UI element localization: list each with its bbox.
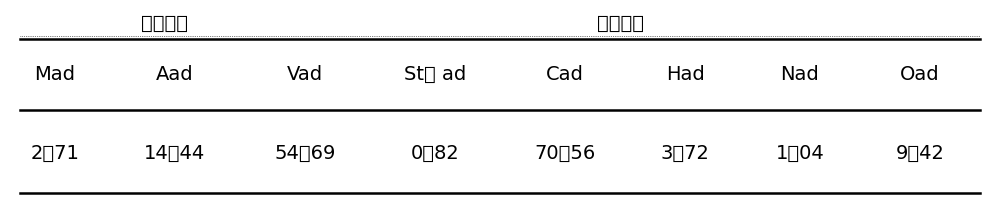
- Text: Had: Had: [666, 65, 704, 84]
- Text: Vad: Vad: [287, 65, 323, 84]
- Text: 1．04: 1．04: [776, 144, 824, 163]
- Text: 2．71: 2．71: [31, 144, 79, 163]
- Text: 0．82: 0．82: [411, 144, 459, 163]
- Text: 54．69: 54．69: [274, 144, 336, 163]
- Text: 3．72: 3．72: [661, 144, 709, 163]
- Text: Aad: Aad: [156, 65, 194, 84]
- Text: 工业分析: 工业分析: [142, 14, 188, 33]
- Text: Oad: Oad: [900, 65, 940, 84]
- Text: Nad: Nad: [781, 65, 819, 84]
- Text: St， ad: St， ad: [404, 65, 466, 84]
- Text: 元素分析: 元素分析: [596, 14, 644, 33]
- Text: 14．44: 14．44: [144, 144, 206, 163]
- Text: Mad: Mad: [34, 65, 76, 84]
- Text: Cad: Cad: [546, 65, 584, 84]
- Text: 70．56: 70．56: [534, 144, 596, 163]
- Text: 9．42: 9．42: [896, 144, 944, 163]
